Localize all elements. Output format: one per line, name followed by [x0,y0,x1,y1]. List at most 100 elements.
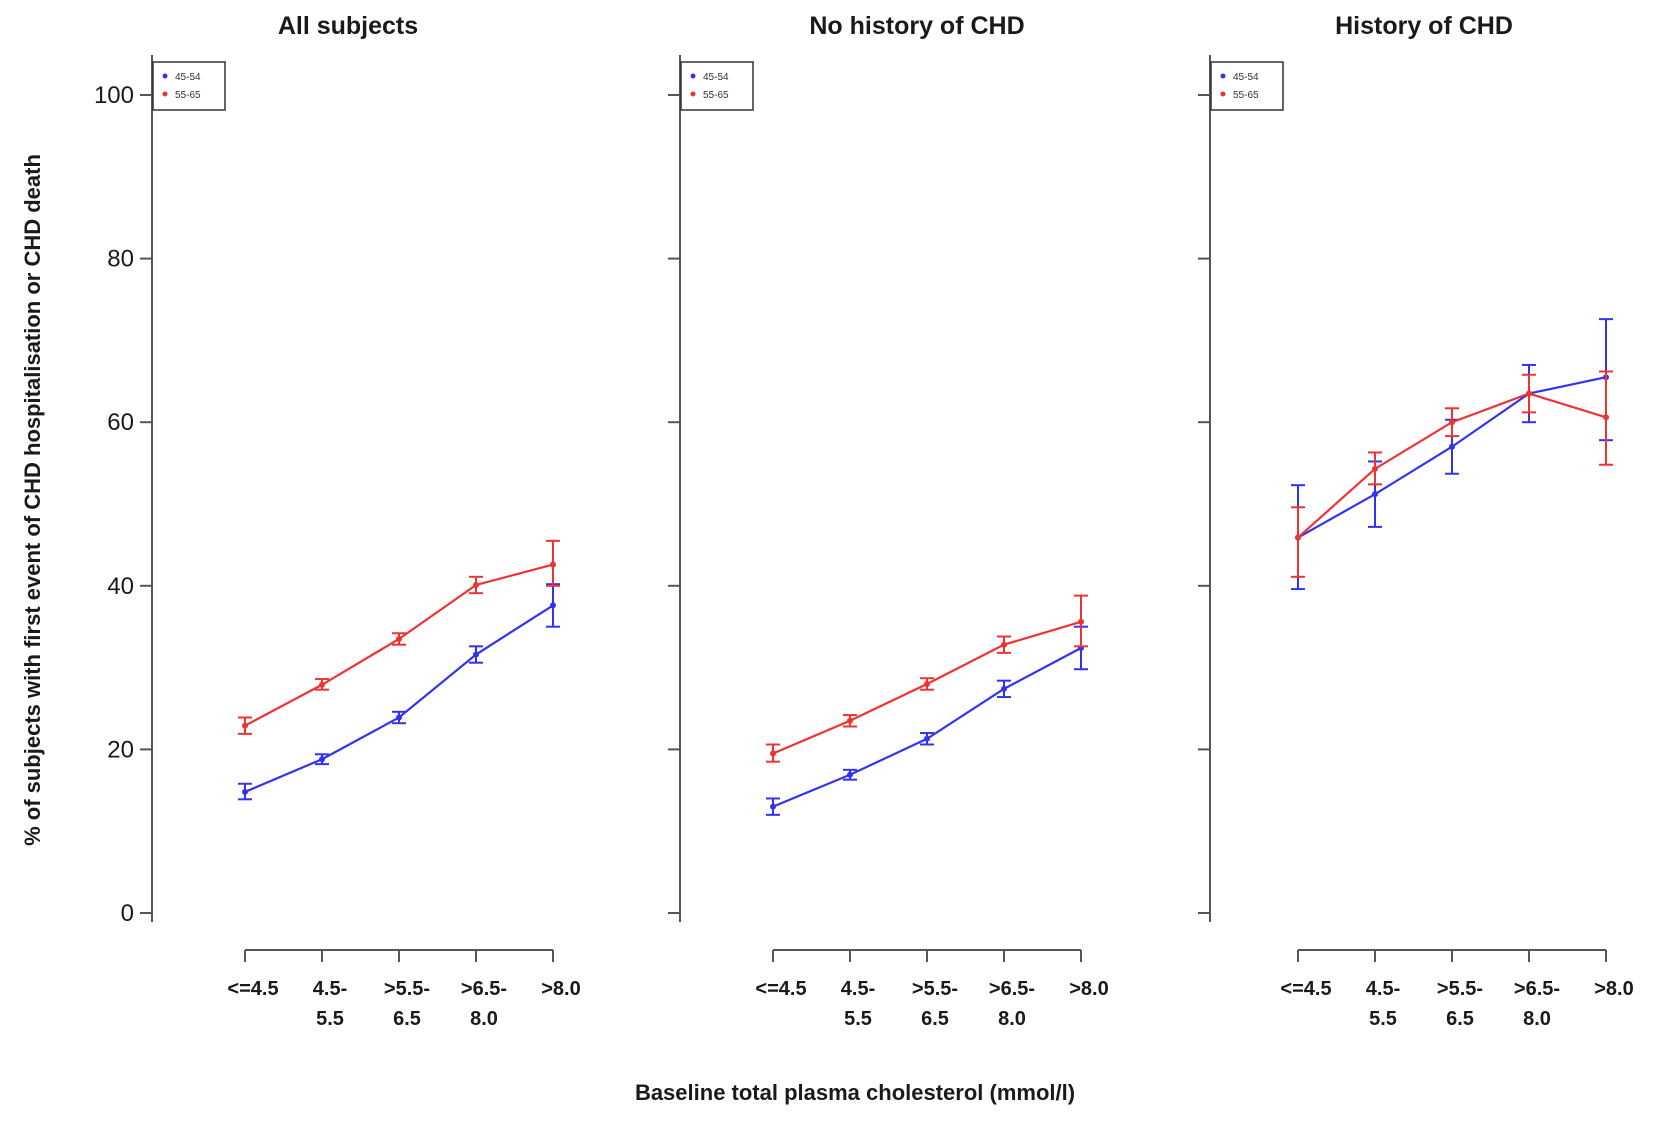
x-tick-label-line: >6.5- [1514,978,1560,1000]
x-tick-label-line: 6.5 [1446,1008,1474,1030]
series-45-54 [238,583,560,801]
x-tick-label-line: 5.5 [1369,1008,1397,1030]
series-45-54 [766,625,1088,816]
y-tick-label: 40 [107,573,134,600]
data-point [550,561,556,568]
series-45-54 [1291,318,1613,591]
data-point [1449,419,1455,426]
x-tick-label: >8.0 [1594,978,1633,1000]
panel-title: History of CHD [1335,12,1513,40]
y-tick-label: 100 [94,82,134,109]
x-tick-label: <=4.5 [755,978,806,1000]
x-tick-label-line: 8.0 [1523,1008,1551,1030]
x-tick-label: >6.5- 8.0 [1514,978,1560,1030]
series-55-65 [238,539,560,735]
y-tick-label: 20 [107,736,134,763]
panel-title: All subjects [278,12,418,40]
x-tick-label-line: 5.5 [844,1008,872,1030]
x-tick-label-line: 5.5 [316,1008,344,1030]
data-point [1372,491,1378,498]
data-point [1295,534,1301,541]
legend: 45-54 55-65 [1210,61,1284,111]
x-tick-label-line: >5.5- [1437,978,1483,1000]
x-tick-label: <=4.5 [227,978,278,1000]
x-axis-title: Baseline total plasma cholesterol (mmol/… [635,1080,1075,1105]
x-tick-label: >5.5- 6.5 [912,978,958,1030]
legend: 45-54 55-65 [680,61,754,111]
data-point [770,750,776,757]
data-point [1449,443,1455,450]
data-point [1603,414,1609,421]
x-tick-label-line: 6.5 [921,1008,949,1030]
legend-marker [1220,73,1226,79]
data-point [924,680,930,687]
data-point [396,714,402,721]
data-point [1372,465,1378,472]
data-point [1001,685,1007,692]
series-55-65 [1291,370,1613,578]
data-point [924,735,930,742]
x-tick-label-line: >8.0 [1594,978,1633,1000]
data-point [242,788,248,795]
x-tick-label-line: <=4.5 [755,978,806,1000]
legend-marker [162,91,168,97]
x-tick-label-line: >5.5- [912,978,958,1000]
x-tick-label: <=4.5 [1280,978,1331,1000]
x-tick-label: >5.5- 6.5 [384,978,430,1030]
panel-2: No history of CHD <=4.5 4.5- 5.5 >5.5- 6.5 >6.… [668,12,1109,1030]
panel-3: History of CHD <=4.5 4.5- 5.5 >5.5- 6.5 >6.5- 8… [1198,12,1634,1030]
data-point [473,581,479,588]
legend-box [152,61,226,111]
y-tick-label: 80 [107,246,134,273]
data-point [550,602,556,609]
x-tick-label-line: >6.5- [989,978,1035,1000]
data-point [770,803,776,810]
x-tick-label-line: 4.5- [313,978,347,1000]
data-point [319,681,325,688]
legend-box [680,61,754,111]
x-tick-label: >5.5- 6.5 [1437,978,1483,1030]
legend-label: 45-54 [703,72,729,83]
x-tick-label-line: >5.5- [384,978,430,1000]
x-tick-label: >6.5- 8.0 [989,978,1035,1030]
x-tick-label-line: 8.0 [998,1008,1026,1030]
y-axis-title: % of subjects with first event of CHD ho… [20,154,45,846]
x-tick-label-line: 4.5- [1366,978,1400,1000]
data-point [242,722,248,729]
panel-1: All subjects 0 20 40 60 80 100 <=4.5 4.5- 5.5 >5.5… [94,12,581,1030]
legend-label: 45-54 [175,72,201,83]
series-55-65 [766,594,1088,763]
x-tick-label-line: 6.5 [393,1008,421,1030]
panels: All subjects 0 20 40 60 80 100 <=4.5 4.5- 5.5 >5.5… [94,12,1634,1030]
legend-marker [1220,91,1226,97]
legend-label: 55-65 [175,90,201,101]
panel-title: No history of CHD [809,12,1024,40]
x-tick-label: 4.5- 5.5 [841,978,875,1030]
x-tick-label-line: >6.5- [461,978,507,1000]
legend-label: 45-54 [1233,72,1259,83]
data-point [473,651,479,658]
x-tick-label: >8.0 [1069,978,1108,1000]
x-tick-label-line: >8.0 [1069,978,1108,1000]
legend-label: 55-65 [1233,90,1259,101]
data-point [396,635,402,642]
x-tick-label-line: 8.0 [470,1008,498,1030]
x-tick-label-line: 4.5- [841,978,875,1000]
x-tick-label: >8.0 [541,978,580,1000]
data-point [1078,618,1084,625]
series-line [772,646,1082,808]
data-point [847,771,853,778]
x-tick-label: >6.5- 8.0 [461,978,507,1030]
data-point [319,756,325,763]
legend-box [1210,61,1284,111]
x-tick-label-line: <=4.5 [1280,978,1331,1000]
legend-marker [690,73,696,79]
x-tick-label-line: <=4.5 [227,978,278,1000]
data-point [1001,641,1007,648]
legend-marker [690,91,696,97]
data-point [847,717,853,724]
legend-marker [162,73,168,79]
x-tick-label-line: >8.0 [541,978,580,1000]
